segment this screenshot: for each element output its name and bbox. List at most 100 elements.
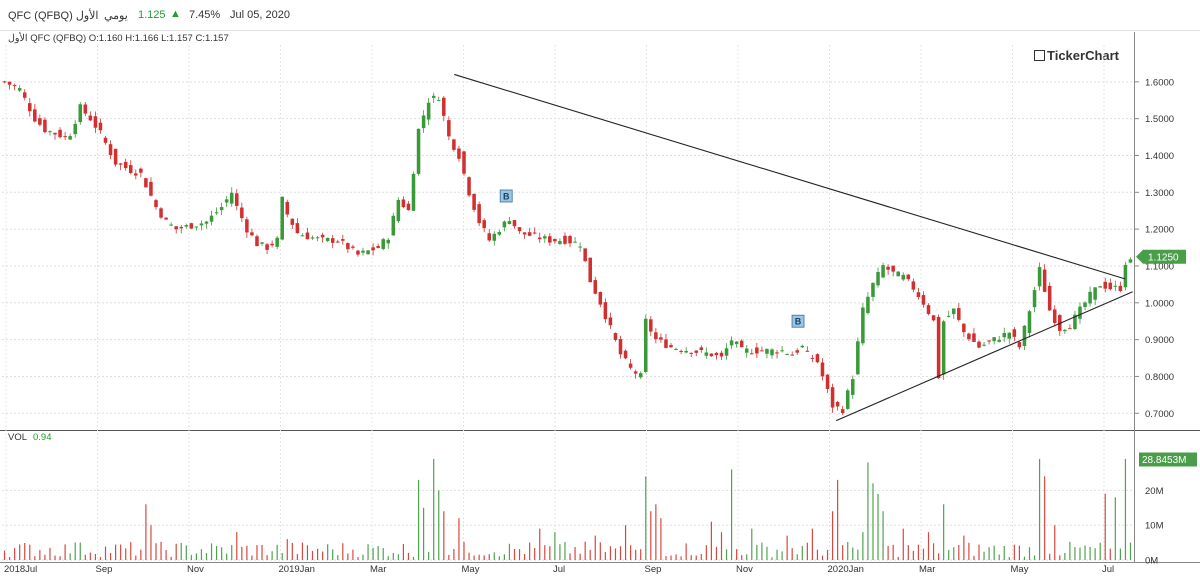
candle-body [477, 204, 481, 224]
y-tick-label: 1.2000 [1145, 225, 1174, 236]
candle-body [68, 136, 72, 140]
candle-body [840, 409, 845, 414]
candle-body [341, 239, 345, 241]
candle-body [760, 350, 764, 352]
candle-body [48, 131, 52, 133]
candle-body [103, 137, 108, 143]
candle-body [709, 353, 714, 357]
candle-body [7, 81, 12, 85]
candle-body [28, 103, 32, 112]
change-percent: 7.45% [189, 9, 221, 21]
buy-marker-box [499, 189, 513, 203]
candle-body [351, 246, 355, 248]
symbol-name[interactable]: QFC (QFBQ) الأول [8, 10, 99, 22]
candle-body [265, 244, 269, 250]
candle-body [33, 109, 37, 122]
candle-body [623, 350, 628, 359]
x-tick-label: 2019Jan [279, 564, 315, 575]
candle-body [209, 215, 214, 222]
x-tick-label: Sep [96, 564, 113, 575]
candle-body [835, 401, 840, 407]
candle-body [310, 237, 315, 239]
candle-body [467, 177, 471, 196]
candle-body [845, 390, 850, 409]
candle-body [270, 243, 274, 246]
candle-body [482, 220, 486, 229]
candle-body [987, 340, 991, 342]
candles [2, 80, 1133, 415]
candle-body [512, 220, 517, 227]
candle-body [911, 281, 916, 290]
candle-body [189, 223, 194, 229]
buy-marker-box [791, 314, 805, 328]
candle-body [255, 236, 259, 247]
candle-body [517, 227, 522, 232]
candle-body [1002, 332, 1007, 338]
candle-body [633, 371, 638, 374]
candle-body [1078, 306, 1082, 319]
x-tick-label: Sep [645, 564, 662, 575]
candle-body [532, 232, 537, 234]
candle-body [704, 352, 709, 356]
candle-body [250, 232, 254, 236]
x-tick-label: Jul [1102, 564, 1114, 575]
candle-body [543, 236, 547, 239]
candle-body [335, 241, 340, 243]
candle-body [63, 136, 67, 138]
last-price-label: 1.1250 [1148, 252, 1179, 263]
candle-body [926, 305, 931, 314]
candle-body [356, 250, 360, 255]
change-up-icon: ▲ [170, 8, 181, 20]
candle-body [608, 317, 613, 326]
candle-body [416, 128, 421, 174]
candle-body [795, 350, 800, 353]
candle-body [436, 100, 441, 102]
candle-body [1108, 282, 1113, 290]
candle-body [1032, 290, 1037, 308]
candle-body [775, 352, 779, 354]
candle-body [1007, 332, 1012, 339]
candle-body [492, 233, 497, 241]
volume-tick-label: 20M [1145, 486, 1164, 497]
candle-body [972, 333, 976, 342]
candle-body [457, 148, 461, 159]
candle-body [149, 181, 153, 196]
candle-body [396, 199, 401, 222]
x-tick-label: 2018Jul [4, 564, 37, 575]
y-tick-label: 1.5000 [1145, 114, 1174, 125]
candle-body [800, 345, 805, 348]
y-tick-label: 0.9000 [1145, 335, 1174, 346]
trendline [836, 291, 1133, 422]
candle-body [17, 88, 22, 91]
candle-body [613, 333, 618, 340]
candle-body [295, 223, 300, 234]
volume-title: VOL [8, 432, 27, 443]
candle-body [325, 237, 330, 241]
volume-tick-label: 10M [1145, 521, 1164, 532]
candle-body [320, 234, 325, 238]
candle-body [1042, 269, 1047, 292]
candle-body [391, 215, 396, 236]
candle-body [224, 199, 229, 203]
period-label[interactable]: يومي [104, 10, 128, 22]
x-tick-label: Jul [553, 564, 565, 575]
buy-marker-label: B [503, 191, 510, 201]
x-tick-label: May [1011, 564, 1029, 575]
candle-body [1083, 302, 1087, 307]
candle-body [558, 241, 562, 244]
candle-body [12, 85, 17, 87]
buy-marker-label: B [795, 317, 802, 327]
candle-body [734, 341, 739, 345]
candle-body [674, 348, 678, 350]
trendline [454, 73, 1126, 280]
candle-body [305, 232, 310, 240]
tickerchart-logo-icon [1034, 50, 1045, 61]
candle-body [1073, 314, 1077, 330]
candle-body [649, 319, 653, 332]
candle-body [780, 350, 784, 352]
candle-body [214, 212, 219, 214]
candle-body [755, 347, 759, 354]
candle-body [901, 274, 906, 280]
candle-body [659, 337, 663, 340]
